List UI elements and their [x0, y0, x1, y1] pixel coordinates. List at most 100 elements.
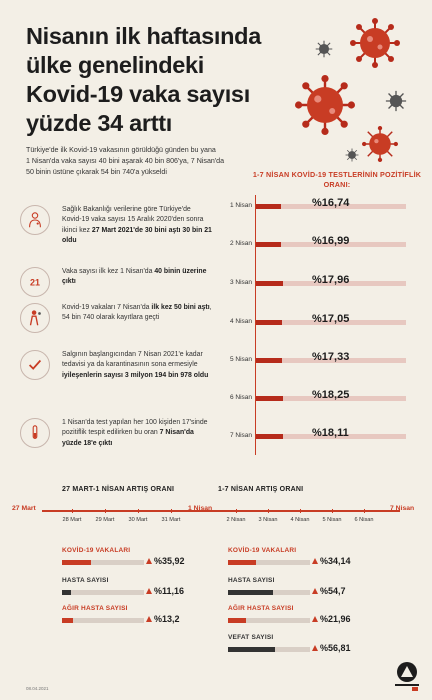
title-line-2: ülke genelindeki	[26, 52, 205, 78]
up-arrow-icon	[146, 558, 152, 564]
stat-bar	[62, 590, 72, 595]
timeline-tick-label: 4 Nisan	[290, 517, 310, 523]
fact-text: Vaka sayısı ilk kez 1 Nisan'da 40 binin …	[62, 267, 212, 288]
stat-value: %11,16	[154, 586, 185, 596]
fact-text-part: iyileşenlerin sayısı 3 milyon 194 bin 97…	[62, 371, 209, 379]
stat-bar	[62, 560, 92, 565]
test-tube-icon	[20, 418, 50, 448]
bar-track	[256, 281, 406, 286]
timeline-tick-label: 3 Nisan	[258, 517, 278, 523]
stat-label: HASTA SAYISI	[62, 577, 109, 584]
stat-bar	[228, 560, 256, 565]
bar-value-label: %17,96	[312, 274, 350, 286]
stat-value: %35,92	[154, 556, 185, 566]
stat-track	[62, 590, 144, 595]
virus-icon	[345, 148, 359, 162]
fact-text-part: 27 Mart 2021'de 30 bini aştı 30 bin 21 o…	[62, 226, 212, 244]
page-title: Nisanın ilk haftasında ülke genelindeki …	[26, 22, 316, 138]
up-arrow-icon	[312, 616, 318, 622]
virus-icon	[350, 18, 400, 68]
intro-line-2: 1 Nisan'da vaka sayısı 40 bini aşarak 40…	[26, 157, 225, 165]
stat-label: HASTA SAYISI	[228, 577, 275, 584]
title-line-1: Nisanın ilk haftasında	[26, 23, 261, 49]
stat-item: AĞIR HASTA SAYISI %13,2	[62, 605, 222, 631]
stat-item: HASTA SAYISI %11,16	[62, 577, 222, 603]
bar-category-label: 5 Nisan	[229, 356, 252, 363]
march-section-title: 27 MART-1 NİSAN ARTIŞ ORANI	[62, 486, 175, 493]
fact-text: Kovid-19 vakaları 7 Nisan'da ilk kez 50 …	[62, 303, 212, 324]
bar-row: 2 Nisan %16,99	[220, 235, 420, 252]
timeline-tick-label: 5 Nisan	[322, 517, 342, 523]
fact-text-part: 1 Nisan'da test yapılan her 100 kişiden …	[62, 419, 208, 437]
fact-text-part: Salgının başlangıcından 7 Nisan 2021'e k…	[62, 351, 203, 369]
stat-value: %34,14	[320, 556, 351, 566]
fact-text: Salgının başlangıcından 7 Nisan 2021'e k…	[62, 350, 212, 381]
bar	[256, 242, 282, 247]
fact-text-part: ilk kez 50 bini aştı	[151, 304, 210, 311]
timeline-tick-mark	[332, 509, 333, 513]
timeline-tick-mark	[171, 509, 172, 513]
chart-title: 1-7 NİSAN KOVİD-19 TESTLERİNİN POZİTİFLİ…	[252, 170, 422, 189]
fact-text: 1 Nisan'da test yapılan her 100 kişiden …	[62, 418, 212, 449]
stat-label: KOVİD-19 VAKALARI	[62, 547, 131, 554]
fact-text-part: Vaka sayısı ilk kez 1 Nisan'da	[62, 268, 155, 275]
virus-icon	[362, 126, 398, 162]
timeline-end-label: 7 Nisan	[390, 505, 415, 512]
bar-category-label: 3 Nisan	[229, 279, 252, 286]
fact-text-part: Kovid-19 vakaları 7 Nisan'da	[62, 304, 152, 311]
stat-track	[228, 618, 310, 623]
bar	[256, 358, 282, 363]
stat-label: KOVİD-19 VAKALARI	[228, 547, 297, 554]
bar-track	[256, 358, 406, 363]
timeline-tick-mark	[268, 509, 269, 513]
bar-category-label: 7 Nisan	[229, 432, 252, 439]
bar-value-label: %18,11	[312, 427, 349, 439]
stat-value: %54,7	[320, 586, 346, 596]
timeline-tick-mark	[138, 509, 139, 513]
timeline-mid-label: 1 Nisan	[188, 505, 213, 512]
timeline-tick-mark	[236, 509, 237, 513]
timeline: 27 Mart 1 Nisan 7 Nisan 28 Mart 29 Mart 30…	[12, 505, 420, 535]
stat-bar	[228, 590, 273, 595]
timeline-tick-label: 29 Mart	[95, 517, 115, 523]
stat-track	[228, 560, 310, 565]
title-line-4: yüzde 34 arttı	[26, 110, 172, 136]
stat-bar	[228, 618, 246, 623]
bar-track	[256, 396, 406, 401]
bar-value-label: %16,74	[312, 197, 350, 209]
bar-row: 1 Nisan %16,74	[220, 197, 420, 214]
bar-category-label: 1 Nisan	[229, 202, 252, 209]
stat-value: %56,81	[320, 643, 351, 653]
timeline-tick-label: 2 Nisan	[226, 517, 246, 523]
bar-row: 6 Nisan %18,25	[220, 389, 420, 406]
bar-row: 5 Nisan %17,33	[220, 351, 420, 368]
bar-row: 4 Nisan %17,05	[220, 313, 420, 330]
intro-line-3: 50 binin üstüne çıkarak 54 bin 740'a yük…	[26, 168, 167, 176]
checkmark-icon	[20, 350, 50, 380]
virus-icon	[385, 90, 407, 112]
bar	[256, 434, 284, 439]
title-line-3: Kovid-19 vaka sayısı	[26, 81, 250, 107]
stat-track	[62, 560, 144, 565]
stat-item: KOVİD-19 VAKALARI %35,92	[62, 547, 222, 573]
bar-value-label: %18,25	[312, 389, 350, 401]
fact-text-part: , 54 bin 740 olarak kayıtlara geçti	[62, 304, 212, 322]
intro-text: Türkiye'de ilk Kovid-19 vakasının görüld…	[26, 145, 276, 178]
bar-category-label: 6 Nisan	[229, 394, 252, 401]
timeline-tick-label: 30 Mart	[128, 517, 148, 523]
sick-person-icon	[20, 303, 50, 333]
bar-track	[256, 434, 406, 439]
aa-logo-icon	[395, 662, 419, 691]
april-section-title: 1-7 NİSAN ARTIŞ ORANI	[218, 486, 304, 493]
fact-text-part: 40 binin üzerine çıktı	[62, 268, 207, 286]
bar-value-label: %17,05	[312, 313, 350, 325]
stat-item: VEFAT SAYISI %56,81	[228, 634, 388, 660]
up-arrow-icon	[312, 558, 318, 564]
bar-track	[256, 242, 406, 247]
timeline-start-label: 27 Mart	[12, 505, 36, 512]
timeline-tick-label: 31 Mart	[161, 517, 181, 523]
fact-text-part: Sağlık Bakanlığı verilerine göre Türkiye…	[62, 206, 204, 234]
bar-track	[256, 320, 406, 325]
fact-text-part: 7 Nisan'da yüzde 18'e çıktı	[62, 429, 194, 447]
chart-axis-line	[255, 195, 256, 455]
